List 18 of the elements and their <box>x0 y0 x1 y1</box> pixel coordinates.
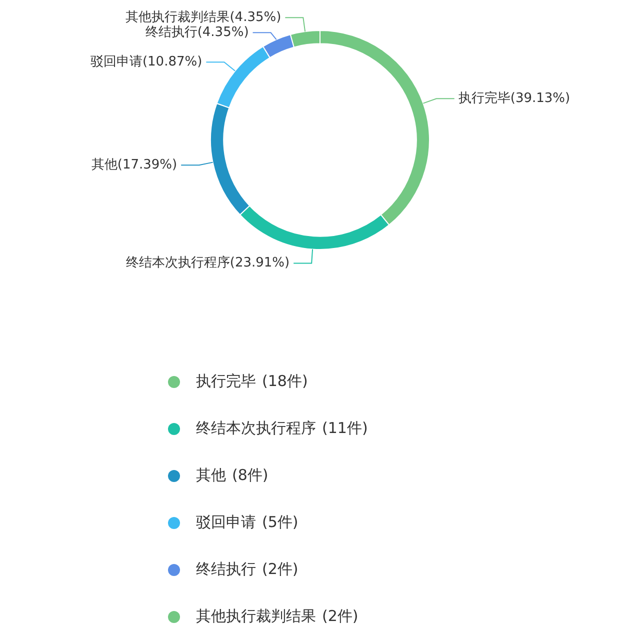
text: (8件) <box>232 466 268 485</box>
category-label: 终结本次执行程序(23.91%) <box>126 256 290 271</box>
legend-label: 其他 <box>196 466 226 485</box>
category-label: 其他(17.39%) <box>91 158 178 173</box>
legend-label: 执行完毕 <box>196 372 256 391</box>
category-label: 执行完毕(39.13%) <box>458 91 570 106</box>
text: (18件) <box>262 372 308 391</box>
text: (11件) <box>322 419 368 438</box>
text: (2件) <box>322 607 358 626</box>
category-label: 驳回申请(10.87%) <box>90 54 202 70</box>
category-label: 其他执行裁判结果(4.35%) <box>126 10 282 26</box>
text: (5件) <box>262 513 298 532</box>
legend-label: 驳回申请 <box>196 513 256 532</box>
text: (2件) <box>262 560 298 579</box>
legend-label: 其他执行裁判结果 <box>196 607 316 626</box>
category-label: 终结执行(4.35%) <box>145 25 249 40</box>
legend-label: 终结本次执行程序 <box>196 419 316 438</box>
legend-label: 终结执行 <box>196 560 256 579</box>
